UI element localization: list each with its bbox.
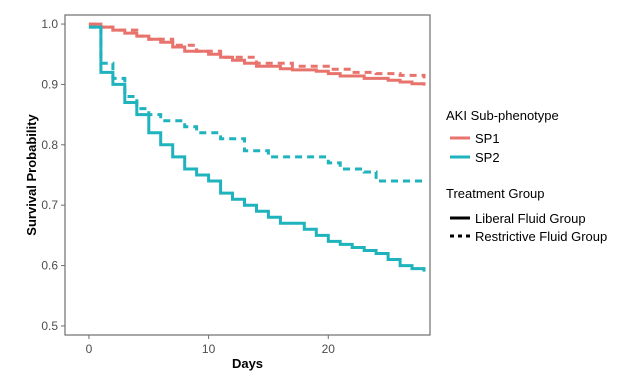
x-tick-label: 10 <box>202 342 216 356</box>
x-axis: 0 10 20 <box>86 335 336 356</box>
plot-area <box>88 22 426 272</box>
legend-label-restrictive: Restrictive Fluid Group <box>475 229 607 244</box>
survival-curve-sp1-liberal <box>88 22 426 86</box>
legend-label-sp1: SP1 <box>475 131 500 146</box>
y-tick-label: 0.7 <box>41 198 58 212</box>
plot-panel-border <box>64 14 431 336</box>
survival-curve-sp1-restrictive <box>88 22 426 79</box>
legend-title-subphenotype: AKI Sub-phenotype <box>446 108 559 123</box>
y-tick-label: 0.5 <box>41 319 58 333</box>
y-tick-label: 1.0 <box>41 17 58 31</box>
survival-curve-sp2-restrictive <box>88 25 426 183</box>
legend-title-treatment: Treatment Group <box>446 186 545 201</box>
y-axis: 0.5 0.6 0.7 0.8 0.9 1.0 <box>41 17 65 333</box>
y-tick-label: 0.6 <box>41 259 58 273</box>
x-tick-label: 20 <box>322 342 336 356</box>
y-tick-label: 0.9 <box>41 77 58 91</box>
y-tick-label: 0.8 <box>41 138 58 152</box>
legend-label-sp2: SP2 <box>475 150 500 165</box>
legend: AKI Sub-phenotype SP1 SP2 Treatment Grou… <box>446 108 607 244</box>
x-tick-label: 0 <box>86 342 93 356</box>
x-axis-title: Days <box>232 356 263 371</box>
legend-label-liberal: Liberal Fluid Group <box>475 211 586 226</box>
y-axis-title: Survival Probability <box>24 114 39 236</box>
